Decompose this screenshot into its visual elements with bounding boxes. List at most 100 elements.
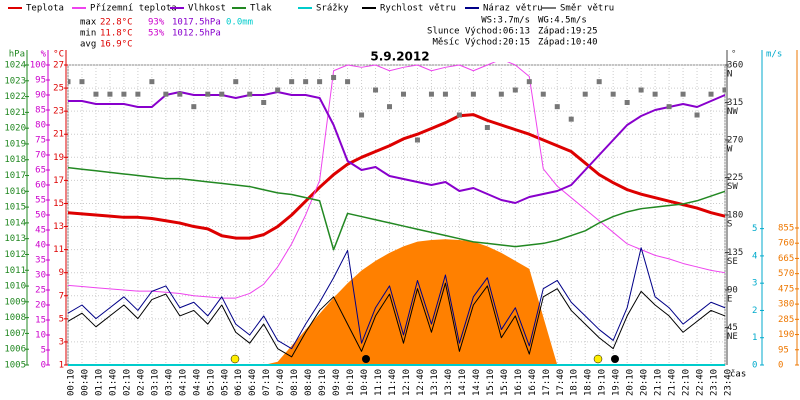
direction-point [387, 104, 393, 110]
stat-text: 93% [148, 18, 165, 28]
info-text: Slunce Východ:06:13 [427, 27, 530, 37]
x-tick-label: 22:10 [682, 369, 692, 396]
y-tick-label: 5 [59, 314, 64, 324]
y-tick-label: 1012 [4, 250, 26, 260]
compass-label: NE [727, 332, 738, 342]
y-tick-label: 570 [778, 269, 794, 279]
compass-label: SW [727, 182, 738, 192]
y-tick-label: 1008 [4, 313, 26, 323]
direction-point [79, 79, 85, 85]
direction-point [638, 87, 644, 93]
y-tick-label: 760 [778, 239, 794, 249]
y-tick-label: 95 [35, 76, 46, 86]
x-tick-label: 00:40 [80, 369, 90, 396]
x-tick-label: 13:10 [430, 369, 440, 396]
direction-point [359, 112, 365, 118]
legend-label: Náraz větru [483, 4, 543, 14]
direction-point [428, 91, 434, 97]
y-tick-label: 475 [778, 284, 794, 294]
y-tick-label: 1023 [4, 76, 26, 86]
y-tick-label: 225 [727, 173, 743, 183]
info-text: Měsíc Východ:20:15 [432, 38, 530, 48]
axis-unit-label: ° [731, 50, 736, 60]
y-tick-label: 10 [35, 331, 46, 341]
y-tick-label: 0 [778, 361, 783, 371]
x-tick-label: 10:40 [360, 369, 370, 396]
y-tick-label: 21 [53, 130, 64, 140]
y-tick-label: 17 [53, 176, 64, 186]
y-tick-label: 35 [35, 256, 46, 266]
direction-point [694, 112, 700, 118]
y-tick-label: 1013 [4, 234, 26, 244]
y-tick-label: 315 [727, 98, 743, 108]
legend-label: Přízemní teplota [90, 4, 177, 14]
plot [68, 62, 726, 366]
legend-label: Rychlost větru [380, 4, 456, 14]
y-tick-label: 95 [778, 345, 789, 355]
y-tick-label: 360 [727, 61, 743, 71]
direction-point [722, 87, 726, 93]
y-tick-label: 7 [59, 291, 64, 301]
y-tick-label: 80 [35, 121, 46, 131]
y-tick-label: 135 [727, 248, 743, 258]
y-tick-label: 1017 [4, 171, 26, 181]
y-tick-label: 0 [752, 361, 757, 371]
x-tick-label: 11:40 [388, 369, 398, 396]
x-tick-label: 15:10 [486, 369, 496, 396]
y-tick-label: 50 [35, 211, 46, 221]
y-tick-label: 25 [53, 84, 64, 94]
y-tick-label: 5 [41, 346, 46, 356]
y-tick-label: 55 [35, 196, 46, 206]
y-tick-label: 270 [727, 136, 743, 146]
x-tick-label: 09:40 [332, 369, 342, 396]
x-tick-label: 05:10 [206, 369, 216, 396]
legend-label: Tlak [250, 4, 272, 14]
x-tick-label: 17:40 [556, 369, 566, 396]
direction-point [233, 79, 239, 85]
x-tick-label: 12:10 [402, 369, 412, 396]
compass-label: S [727, 220, 732, 230]
info-text: WS:3.7m/s [481, 16, 530, 26]
x-tick-label: 08:10 [290, 369, 300, 396]
y-tick-label: 285 [778, 315, 794, 325]
direction-point [261, 100, 267, 105]
y-tick-label: 23 [53, 107, 64, 117]
y-tick-label: 25 [35, 286, 46, 296]
chart-title: 5.9.2012 [370, 50, 429, 64]
x-tick-label: 20:10 [626, 369, 636, 396]
y-tick-label: 30 [35, 271, 46, 281]
y-tick-label: 180 [727, 211, 743, 221]
x-tick-label: 23:10 [710, 369, 720, 396]
direction-point [163, 91, 169, 97]
series-line [68, 247, 726, 350]
direction-point [121, 91, 127, 97]
direction-point [247, 91, 253, 97]
y-tick-label: 100 [30, 61, 46, 71]
x-tick-label: 19:10 [598, 369, 608, 396]
y-tick-label: 15 [53, 199, 64, 209]
y-tick-label: 15 [35, 316, 46, 326]
compass-label: W [727, 145, 733, 155]
x-tick-label: 16:10 [514, 369, 524, 396]
y-tick-label: 1020 [4, 124, 26, 134]
stat-text: max [80, 18, 97, 28]
direction-point [708, 91, 714, 97]
series-line [68, 62, 726, 299]
y-tick-label: 1021 [4, 108, 26, 118]
y-tick-label: 65 [35, 166, 46, 176]
y-tick-label: 1006 [4, 345, 26, 355]
direction-point [414, 137, 420, 143]
y-tick-label: 75 [35, 136, 46, 146]
direction-point [498, 91, 504, 97]
x-tick-label: 02:10 [122, 369, 132, 396]
legend-label: Teplota [26, 4, 64, 14]
stat-text: min [80, 29, 96, 39]
y-tick-label: 90 [35, 91, 46, 101]
y-tick-label: 2 [752, 306, 757, 316]
y-tick-label: 19 [53, 153, 64, 163]
y-tick-label: 27 [53, 61, 64, 71]
x-tick-label: 11:10 [374, 369, 384, 396]
y-tick-label: 190 [778, 330, 794, 340]
y-tick-label: 1018 [4, 155, 26, 165]
